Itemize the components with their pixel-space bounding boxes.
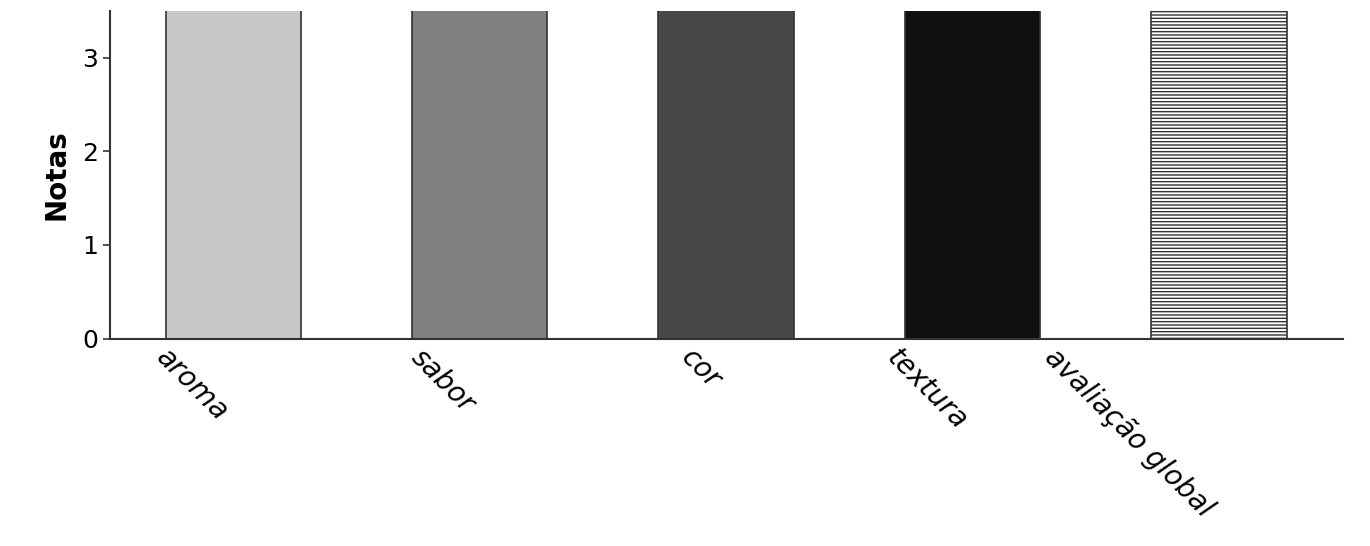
Bar — [904, 0, 1040, 339]
Bar — [166, 0, 301, 339]
Y-axis label: Notas: Notas — [42, 129, 71, 220]
Bar — [1151, 0, 1286, 339]
Bar — [412, 0, 548, 339]
Bar — [659, 0, 793, 339]
